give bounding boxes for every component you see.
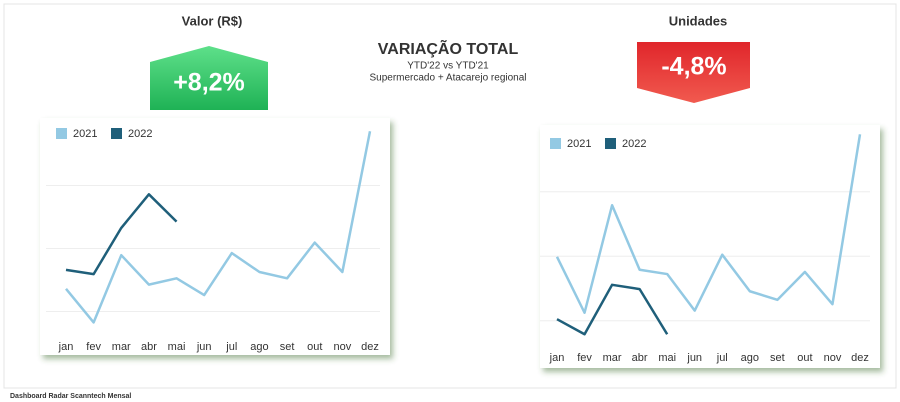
series-line [556, 283, 669, 336]
x-tick-label: fev [577, 352, 592, 364]
legend-swatch [550, 138, 561, 149]
x-tick-label: mar [112, 341, 131, 353]
panel-title: Valor (R$) [182, 13, 243, 28]
kpi-value: +8,2% [173, 69, 245, 97]
x-tick-label: jul [225, 341, 237, 353]
legend-label: 2021 [73, 128, 97, 140]
x-tick-label: jan [58, 341, 74, 353]
x-tick-label: fev [86, 341, 101, 353]
legend-swatch [56, 128, 67, 139]
x-tick-label: dez [851, 352, 869, 364]
series-line [555, 134, 862, 314]
kpi-badge [150, 46, 268, 110]
legend-swatch [605, 138, 616, 149]
x-tick-label: set [770, 352, 785, 364]
x-tick-label: dez [361, 341, 379, 353]
kpi-value: -4,8% [661, 53, 726, 81]
x-tick-label: ago [250, 341, 268, 353]
x-tick-label: mai [168, 341, 186, 353]
x-tick-label: nov [824, 352, 842, 364]
footer: Dashboard Radar Scanntech Mensal [10, 393, 131, 400]
legend-swatch [111, 128, 122, 139]
x-tick-label: mai [658, 352, 676, 364]
x-tick-label: abr [141, 341, 157, 353]
x-tick-label: set [280, 341, 295, 353]
x-tick-label: mar [603, 352, 622, 364]
chart-card [540, 125, 880, 368]
x-tick-label: abr [632, 352, 648, 364]
legend-label: 2022 [622, 138, 646, 150]
series-line [65, 193, 178, 276]
legend-label: 2022 [128, 128, 152, 140]
header-title: VARIAÇÃO TOTAL [378, 38, 519, 58]
series-line [65, 131, 372, 324]
header-subtitle: YTD'22 vs YTD'21 [407, 61, 489, 72]
x-tick-label: out [307, 341, 322, 353]
x-tick-label: jun [196, 341, 212, 353]
panel-title: Unidades [669, 13, 728, 28]
x-tick-label: jul [716, 352, 728, 364]
chart-card [40, 118, 390, 355]
x-tick-label: ago [741, 352, 759, 364]
x-tick-label: jan [549, 352, 565, 364]
legend-label: 2021 [567, 138, 591, 150]
x-tick-label: jun [686, 352, 702, 364]
x-tick-label: nov [333, 341, 351, 353]
x-tick-label: out [797, 352, 812, 364]
header-scope: Supermercado + Atacarejo regional [369, 73, 526, 84]
kpi-badge [637, 42, 750, 103]
